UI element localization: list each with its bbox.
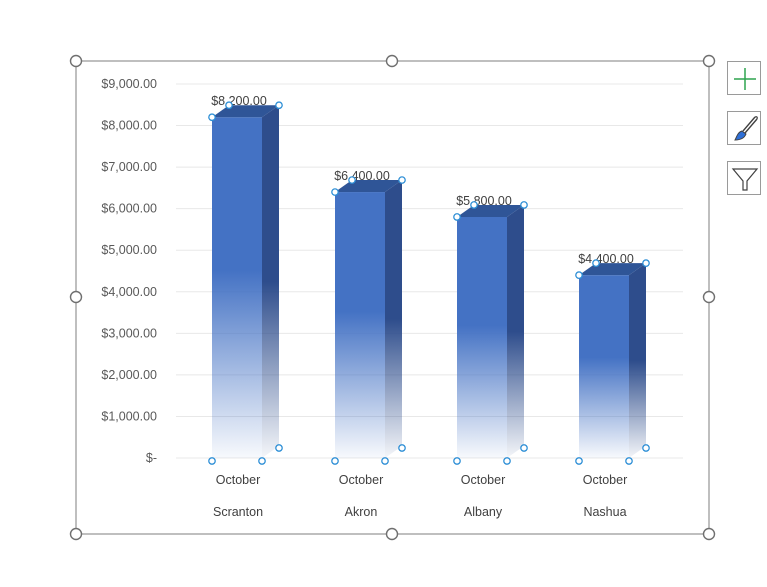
data-label[interactable]: $4,400.00 [578,252,634,266]
series-selection-point [592,259,600,268]
category-period-label: October [339,473,383,487]
category-location-label: Nashua [583,505,626,519]
resize-handle[interactable] [385,527,399,541]
series-selection-point [381,457,389,465]
resize-handle[interactable] [702,527,716,541]
y-tick-label: $5,000.00 [101,243,157,257]
series-selection-point [331,188,339,196]
resize-handle[interactable] [702,290,716,304]
y-tick-label: $6,000.00 [101,202,157,216]
series-selection-point [348,176,356,184]
chart-styles-button[interactable] [727,111,761,145]
bar-side-face [385,180,402,459]
category-period-label: October [216,473,260,487]
y-tick-label: $9,000.00 [101,77,157,91]
selection-handles [69,54,716,541]
data-labels: $8,200.00 $6,400.00 $5,800.00 $4,400.00 [211,94,634,266]
series-selection-point [398,176,406,184]
series-selection-point [453,213,461,221]
bar[interactable] [335,180,402,459]
bar-side-face [629,263,646,458]
y-tick-label: $8,000.00 [101,119,157,133]
y-tick-label: $4,000.00 [101,285,157,299]
paintbrush-icon [734,116,758,141]
y-tick-label: $1,000.00 [101,409,157,423]
series-selection-point [275,101,283,110]
category-location-label: Scranton [213,505,263,519]
series-selection-point [625,457,633,465]
series-selection-point [575,457,583,465]
series-selection-point [331,457,339,465]
category-location-label: Akron [345,505,378,519]
resize-handle[interactable] [69,54,83,68]
bar-side-face [262,105,279,458]
series-selection-point [208,457,216,465]
y-tick-label: $7,000.00 [101,160,157,174]
bar[interactable] [212,105,279,458]
funnel-icon [731,168,759,191]
bar-front-face [457,216,507,458]
y-tick-label: $- [146,451,157,465]
series-selection-point [503,457,511,465]
series-selection-point [275,444,283,452]
resize-handle[interactable] [69,290,83,304]
series-selection-point [642,259,650,268]
bar-front-face [335,192,385,459]
series-selection-point [258,457,266,465]
bar-side-face [507,204,524,458]
resize-handle[interactable] [385,54,399,68]
bar[interactable] [579,263,646,458]
series-selection-point [453,457,461,465]
series-selection-point [398,444,406,452]
series-selection-point [470,201,478,209]
series-selection-point [520,201,528,209]
category-period-label: October [583,473,627,487]
chart-elements-button[interactable] [727,61,761,95]
series-selection-point [520,444,528,452]
category-location-label: Albany [464,505,503,519]
resize-handle[interactable] [702,54,716,68]
y-axis-tick-labels: $- $1,000.00 $2,000.00 $3,000.00 $4,000.00 $5… [101,77,157,465]
bars [212,105,646,459]
data-label[interactable]: $5,800.00 [456,194,512,208]
series-selection-point [575,271,583,280]
bar-front-face [212,117,262,458]
bar[interactable] [457,204,524,458]
category-period-label: October [461,473,505,487]
series-selection-point [642,444,650,452]
x-axis-category-labels: October Scranton October Akron October Albany… [213,473,627,519]
plus-icon [734,68,756,90]
data-label[interactable]: $8,200.00 [211,94,267,108]
chart-filters-button[interactable] [727,161,761,195]
y-tick-label: $2,000.00 [101,368,157,382]
series-selection-point [225,101,233,110]
data-label[interactable]: $6,400.00 [334,169,390,183]
series-selection-point [208,113,216,122]
y-tick-label: $3,000.00 [101,326,157,340]
bar-front-face [579,275,629,458]
resize-handle[interactable] [69,527,83,541]
